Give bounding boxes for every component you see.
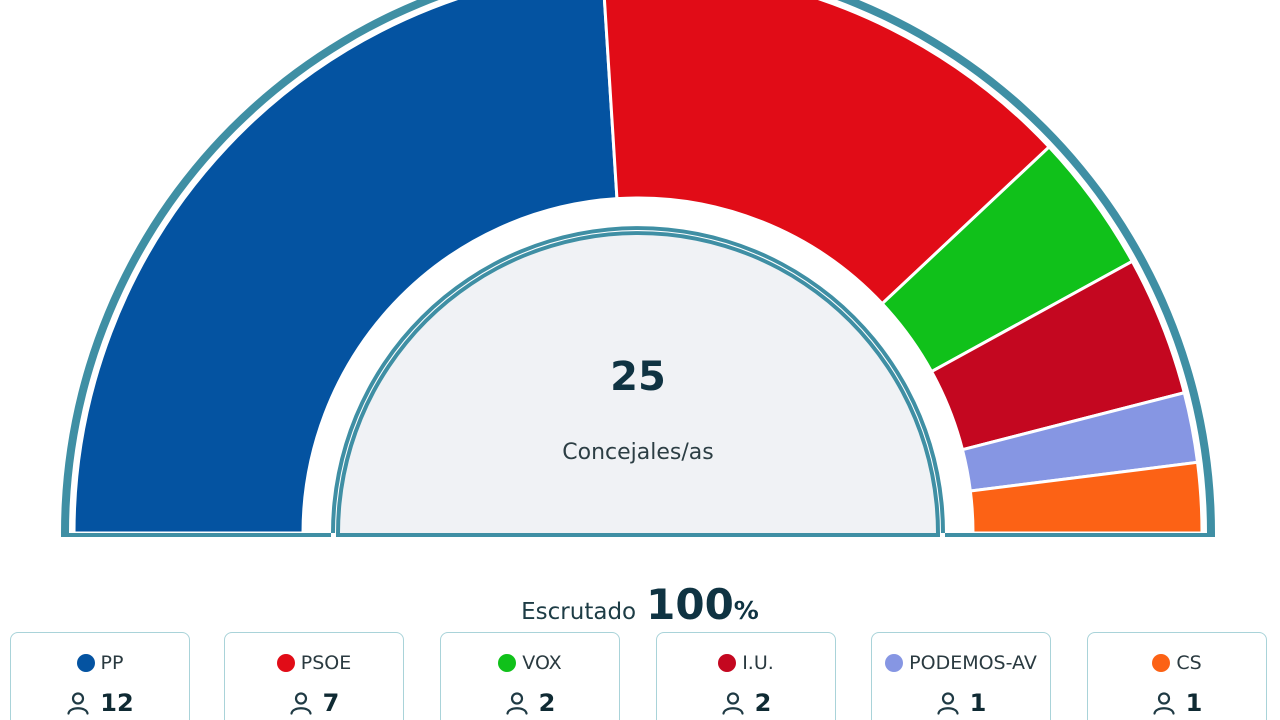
left-baseline [61,533,331,537]
segment-pp [72,0,619,535]
party-card-vox: VOX 2 [440,632,620,720]
party-cards: PP 12 PSOE 7 VOX 2 I.U. 2 PODEMOS-AV 1 CS 1 [0,632,1280,720]
party-color-dot [498,654,517,672]
party-name: VOX [522,652,562,674]
party-seats: 2 [754,689,772,717]
person-icon [505,691,529,720]
party-color-dot [718,654,737,672]
party-seats: 7 [322,689,340,717]
party-name: I.U. [742,652,774,674]
party-color-dot [276,654,295,672]
party-color-dot [76,654,95,672]
party-name: PODEMOS-AV [909,652,1037,674]
party-seats: 2 [538,689,556,717]
party-card-cs: CS 1 [1087,632,1267,720]
segment-psoe [602,0,1052,306]
person-icon [289,691,313,720]
party-color-dot [885,654,904,672]
person-icon [936,691,960,720]
scrutiny-label: Escrutado [521,599,637,625]
scrutiny-value: 100 [646,580,734,629]
party-card-podemos-av: PODEMOS-AV 1 [871,632,1051,720]
party-name: PP [100,652,124,674]
person-icon [1152,691,1176,720]
right-baseline [945,533,1215,537]
total-seats-label: Concejales/as [562,440,713,465]
party-name: CS [1176,652,1202,674]
party-card-i-u-: I.U. 2 [656,632,836,720]
total-seats-value: 25 [610,354,666,400]
center-panel [340,235,936,533]
party-seats: 1 [969,689,987,717]
person-icon [66,691,90,720]
scrutiny-unit: % [733,596,759,625]
party-seats: 1 [1185,689,1203,717]
party-card-psoe: PSOE 7 [224,632,404,720]
party-name: PSOE [300,652,352,674]
center-baseline [336,533,940,537]
scrutiny-status: Escrutado 100% [0,580,1280,629]
party-seats: 12 [100,689,134,717]
party-color-dot [1152,654,1171,672]
party-card-pp: PP 12 [10,632,190,720]
hemicycle-chart: 25 Concejales/as [61,0,1215,537]
person-icon [721,691,745,720]
